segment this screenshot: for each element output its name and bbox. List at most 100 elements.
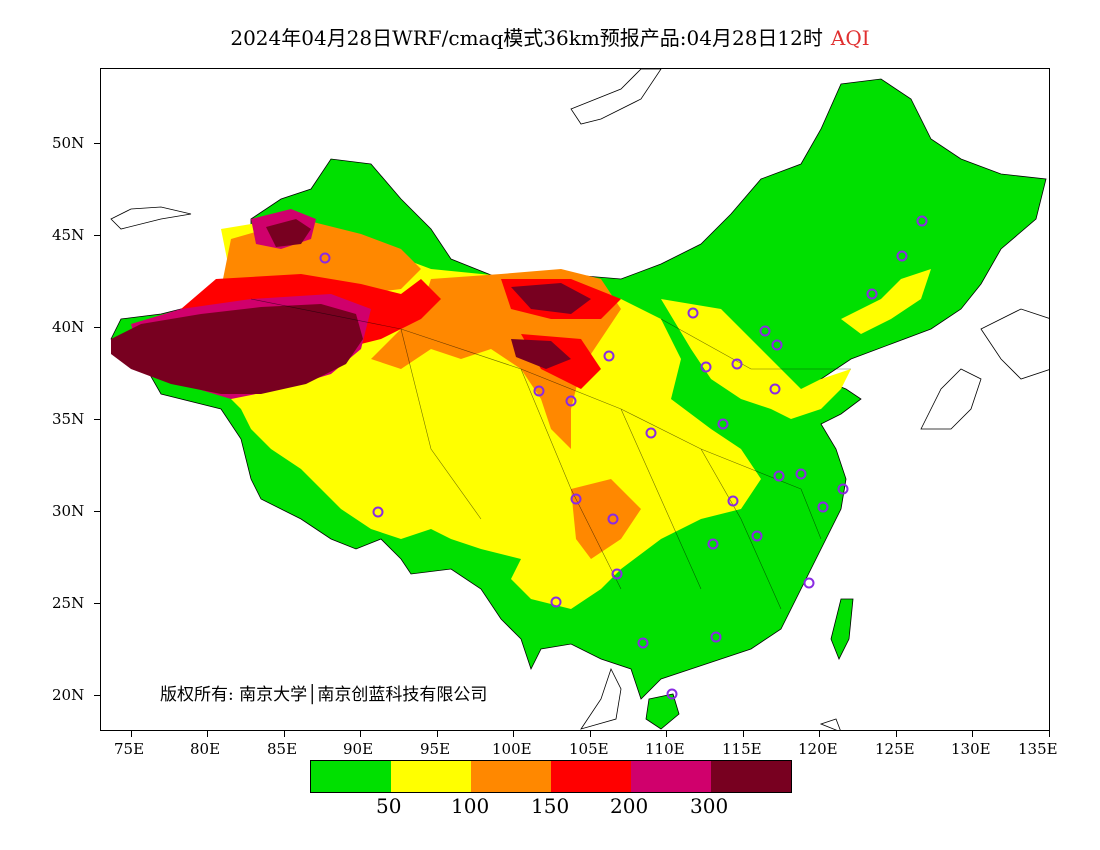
taiwan-island (830, 598, 854, 660)
lon-label-120e: 120E (798, 740, 838, 758)
legend-swatch-unhealthy (551, 761, 631, 792)
city-marker (645, 427, 657, 439)
lon-tick (437, 731, 438, 737)
aqi-map (110, 69, 1049, 730)
city-marker (372, 506, 384, 518)
lat-tick (94, 511, 100, 512)
city-marker (769, 383, 781, 395)
city-marker (550, 596, 562, 608)
hazardous-zone-alxa (511, 283, 591, 314)
moderate-zone-north (661, 299, 851, 419)
lat-tick (94, 235, 100, 236)
city-marker (773, 470, 785, 482)
lon-tick (666, 731, 667, 737)
city-markers (319, 215, 928, 700)
lat-label-25n: 25N (52, 594, 85, 612)
lon-label-110e: 110E (645, 740, 685, 758)
legend-label-100: 100 (451, 794, 490, 818)
lon-label-90e: 90E (343, 740, 374, 758)
lon-label-75e: 75E (114, 740, 145, 758)
map-panel (100, 68, 1050, 731)
city-marker (666, 688, 678, 700)
lon-label-115e: 115E (722, 740, 762, 758)
city-marker (603, 350, 615, 362)
lon-tick (819, 731, 820, 737)
lon-tick (131, 731, 132, 737)
city-marker (717, 418, 729, 430)
lat-tick (94, 143, 100, 144)
hainan-island (645, 693, 680, 730)
lon-tick (1049, 731, 1050, 737)
lat-label-40n: 40N (52, 318, 85, 336)
lon-label-100e: 100E (492, 740, 532, 758)
hazardous-zone-taklimakan (111, 304, 363, 394)
city-marker (795, 468, 807, 480)
lon-label-135e: 135E (1018, 740, 1058, 758)
city-marker (611, 568, 623, 580)
city-marker (687, 307, 699, 319)
moderate-zone-northeast (841, 269, 931, 334)
legend-label-200: 200 (610, 794, 649, 818)
province-boundaries (250, 298, 851, 610)
lat-label-50n: 50N (52, 134, 85, 152)
legend-swatch-good (311, 761, 391, 792)
city-marker (771, 339, 783, 351)
legend-swatch-usg (471, 761, 551, 792)
city-marker (533, 385, 545, 397)
city-marker (607, 513, 619, 525)
legend-swatch-very-unhealthy (631, 761, 711, 792)
city-marker (710, 631, 722, 643)
lat-label-35n: 35N (52, 410, 85, 428)
lon-label-125e: 125E (875, 740, 915, 758)
lon-tick (590, 731, 591, 737)
city-marker (817, 501, 829, 513)
city-marker (751, 530, 763, 542)
city-marker (700, 361, 712, 373)
city-marker (731, 358, 743, 370)
lon-label-85e: 85E (267, 740, 298, 758)
city-marker (319, 252, 331, 264)
lon-tick (207, 731, 208, 737)
city-marker (866, 288, 878, 300)
legend-label-150: 150 (531, 794, 570, 818)
lon-tick (896, 731, 897, 737)
lon-label-105e: 105E (569, 740, 609, 758)
city-marker (565, 395, 577, 407)
legend-swatch-hazardous (711, 761, 791, 792)
lat-label-20n: 20N (52, 686, 85, 704)
map-title: 2024年04月28日WRF/cmaq模式36km预报产品:04月28日12时 A… (0, 22, 1100, 51)
usg-zone-sichuan (571, 479, 641, 559)
legend-label-50: 50 (376, 794, 402, 818)
coastline-southeast-asia (580, 667, 841, 730)
copyright-text: 版权所有: 南京大学│南京创蓝科技有限公司 (160, 685, 488, 705)
city-marker (727, 495, 739, 507)
hazardous-zone-ningxia (511, 339, 571, 369)
hazardous-zone-junggar (266, 219, 311, 247)
lat-tick (94, 419, 100, 420)
lon-tick (360, 731, 361, 737)
city-marker (837, 483, 849, 495)
lat-tick (94, 695, 100, 696)
lon-tick (743, 731, 744, 737)
legend-label-300: 300 (690, 794, 729, 818)
city-marker (759, 325, 771, 337)
lat-label-45n: 45N (52, 226, 85, 244)
city-marker (896, 250, 908, 262)
title-text: 2024年04月28日WRF/cmaq模式36km预报产品:04月28日12时 (230, 26, 823, 50)
lat-label-30n: 30N (52, 502, 85, 520)
lon-label-130e: 130E (951, 740, 991, 758)
city-marker (637, 637, 649, 649)
city-marker (916, 215, 928, 227)
lon-label-95e: 95E (420, 740, 451, 758)
aqi-legend (310, 760, 792, 793)
coastline-korea-japan (920, 308, 1049, 430)
legend-swatch-moderate (391, 761, 471, 792)
lat-tick (94, 327, 100, 328)
coastline-north (110, 69, 662, 230)
city-marker (803, 577, 815, 589)
lon-tick (513, 731, 514, 737)
lon-tick (284, 731, 285, 737)
city-marker (707, 538, 719, 550)
city-marker (570, 493, 582, 505)
lat-tick (94, 603, 100, 604)
